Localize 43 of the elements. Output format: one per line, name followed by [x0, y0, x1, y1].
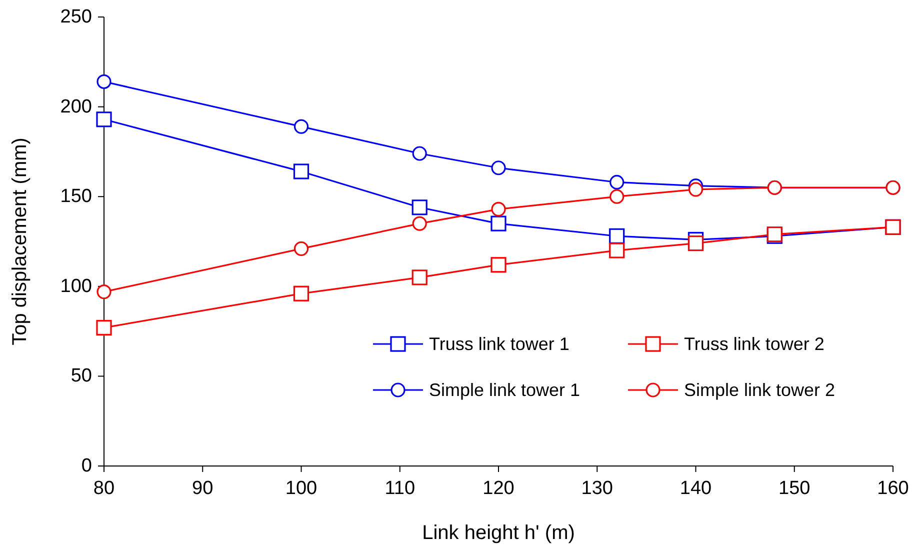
point [293, 286, 310, 302]
point [491, 160, 506, 176]
point [96, 284, 112, 300]
point [96, 112, 112, 128]
legend-label: Truss link tower 1 [429, 334, 570, 354]
point [490, 216, 506, 232]
point [96, 320, 112, 336]
x-tick-label: 90 [192, 478, 214, 499]
point [610, 174, 624, 190]
y-tick-label: 100 [60, 276, 92, 297]
y-tick-label: 0 [81, 456, 92, 476]
x-tick-label: 120 [482, 478, 514, 499]
x-tick-label: 80 [93, 478, 115, 499]
x-tick-label: 160 [877, 478, 909, 499]
point [610, 189, 624, 204]
point [294, 119, 309, 134]
x-tick-label: 150 [778, 478, 810, 499]
legend-label: Truss link tower 2 [684, 334, 824, 354]
x-tick-label: 100 [285, 478, 318, 499]
point [688, 235, 704, 252]
point [412, 216, 427, 231]
point [96, 74, 112, 89]
y-tick-label: 150 [60, 186, 92, 208]
point [412, 146, 427, 161]
point [412, 200, 428, 216]
y-tick-label: 50 [70, 366, 92, 387]
point [688, 182, 704, 197]
y-axis-title: Top displacement (mm) [9, 138, 31, 346]
point [491, 202, 506, 216]
point [293, 164, 310, 180]
legend-label: Simple link tower 2 [684, 380, 836, 400]
x-axis-title: Link height h' (m) [422, 522, 575, 544]
y-tick-label: 250 [60, 6, 92, 28]
x-tick-label: 130 [581, 478, 613, 499]
y-tick-label: 200 [60, 96, 92, 118]
x-tick-label: 110 [384, 478, 416, 499]
point [609, 228, 625, 244]
x-tick-label: 140 [680, 478, 712, 499]
point [490, 257, 506, 273]
legend-label: Simple link tower 1 [429, 380, 580, 400]
point [412, 270, 428, 286]
point [609, 242, 625, 258]
point [294, 241, 309, 256]
